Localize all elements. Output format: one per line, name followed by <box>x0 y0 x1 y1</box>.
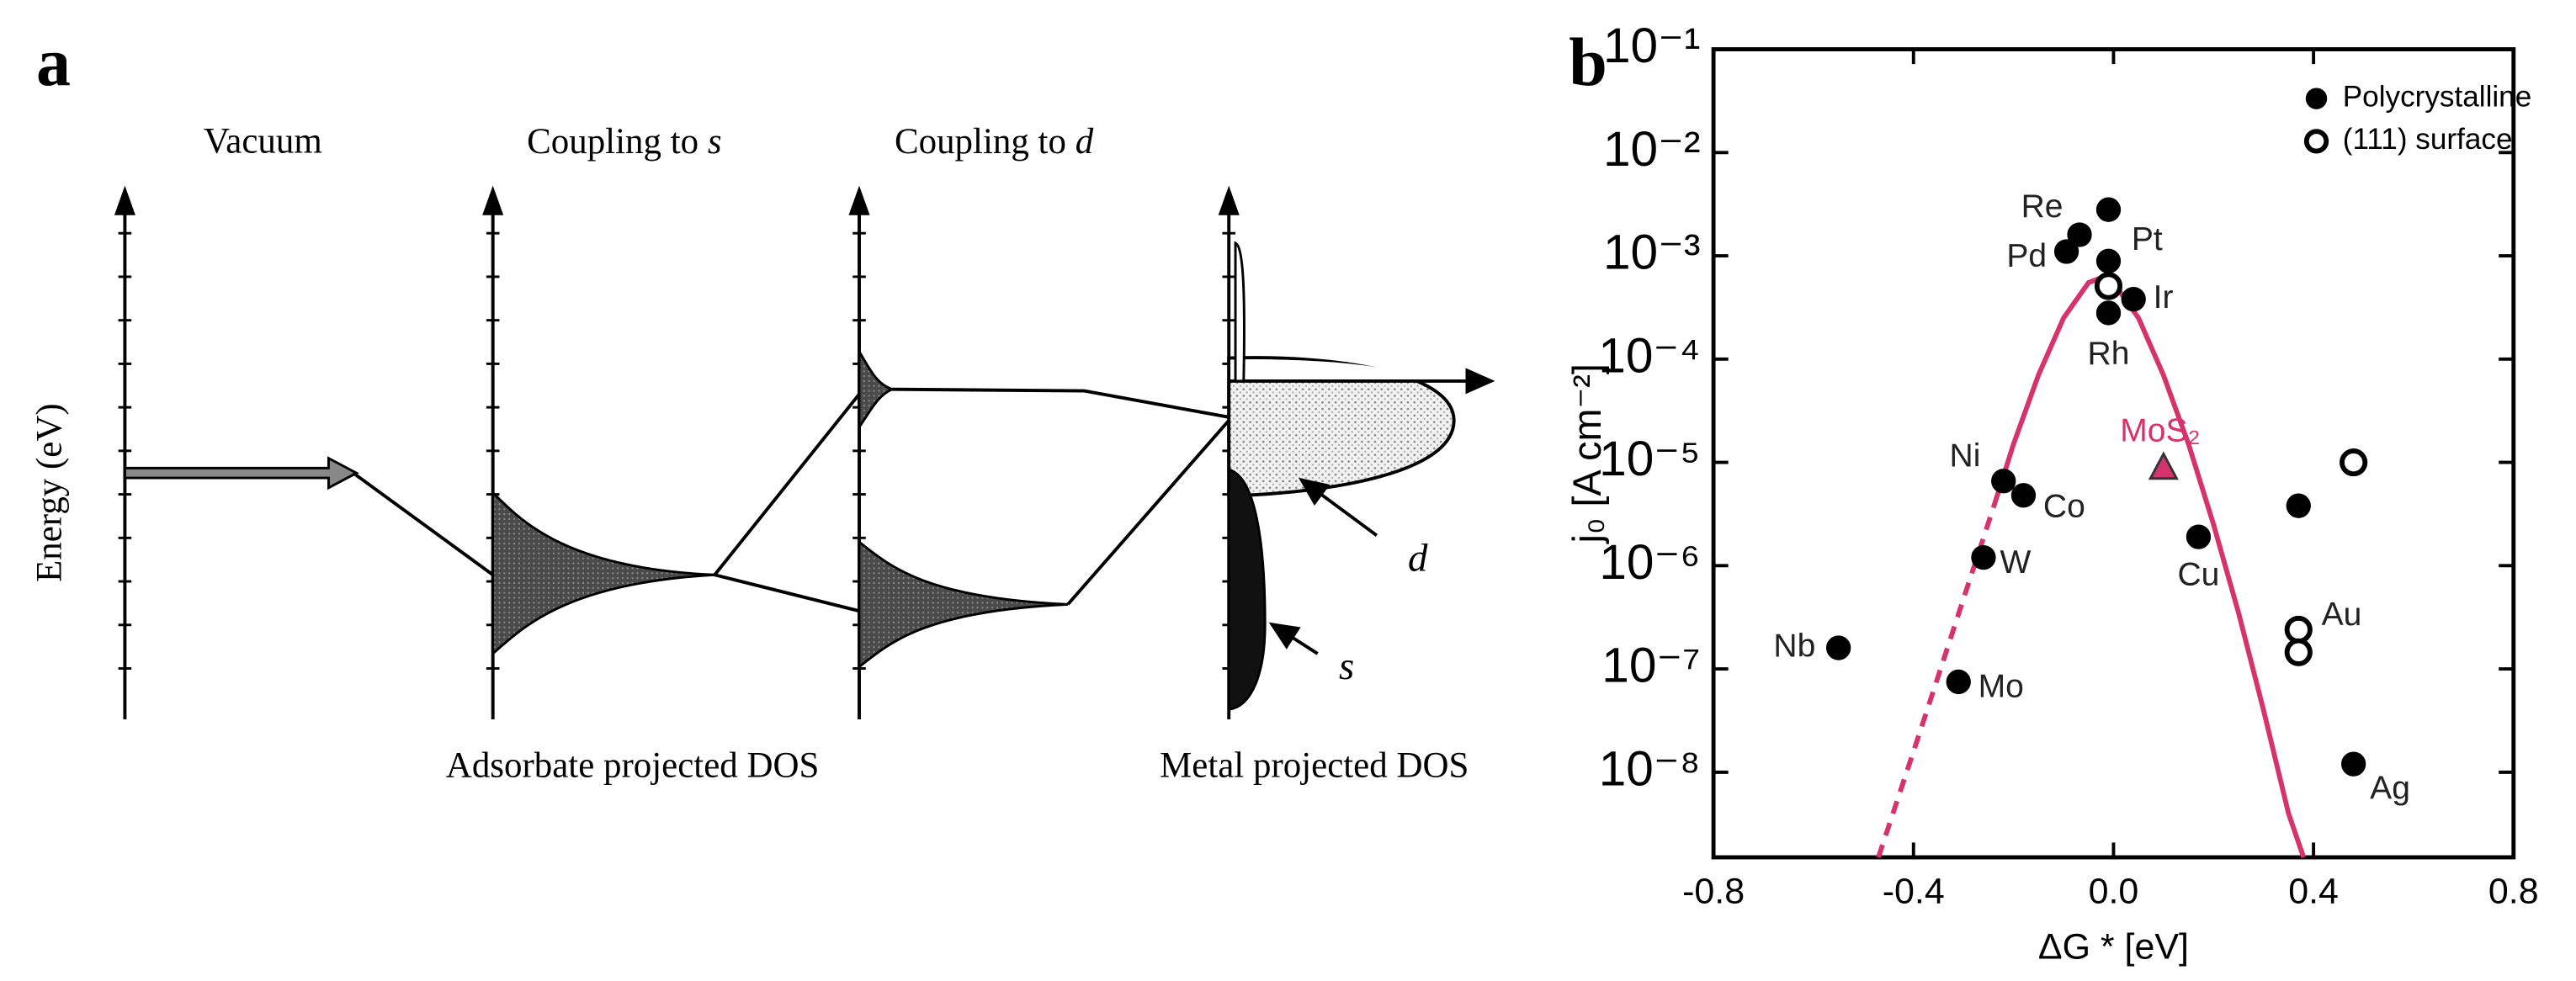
y-tick-label: 10⁻² <box>1603 122 1701 177</box>
title-symbol: s <box>708 122 722 162</box>
x-tick-label: 0.8 <box>2488 871 2539 911</box>
x-axis-label: ΔG * [eV] <box>2038 927 2189 968</box>
y-axis-label: j₀ [A cm⁻²] <box>1565 363 1609 544</box>
data-point <box>2186 524 2212 549</box>
band-label: s <box>1339 644 1354 688</box>
x-tick-label: -0.8 <box>1682 871 1745 911</box>
axis-arrowhead <box>1218 185 1240 215</box>
point-label: Ir <box>2154 279 2174 316</box>
axis-arrowhead <box>114 185 135 215</box>
data-point <box>2010 483 2037 508</box>
connector <box>1066 419 1230 606</box>
data-point <box>2284 638 2313 666</box>
legend-label: (111) surface <box>2343 123 2513 156</box>
data-point <box>1991 469 2016 494</box>
y-tick-label: 10⁻⁴ <box>1598 328 1700 383</box>
point-label: Ag <box>2370 771 2410 807</box>
data-point <box>2341 751 2366 777</box>
connector <box>713 393 861 576</box>
y-tick-label: 10⁻⁶ <box>1599 535 1700 590</box>
antibonding-state <box>858 539 1068 670</box>
data-point <box>2094 272 2123 300</box>
column-title: Coupling to s <box>527 122 721 162</box>
point-label: Ni <box>1950 438 1981 475</box>
data-point <box>1946 669 1971 695</box>
connector <box>892 387 1230 419</box>
column-title: Vacuum <box>204 122 322 162</box>
point-label: Mo <box>1978 669 2024 705</box>
pointer-arrow <box>1268 622 1319 655</box>
adsorbate-dos <box>491 490 715 657</box>
point-label: Pd <box>2006 238 2047 274</box>
data-point <box>2095 300 2122 326</box>
s-band <box>1227 468 1267 712</box>
panel-label: b <box>1569 24 1607 100</box>
pointer-arrow <box>1298 477 1378 537</box>
d-band-empty <box>1230 359 1426 381</box>
data-point <box>2286 493 2311 518</box>
point-label: Cu <box>2177 556 2219 592</box>
connector <box>714 573 860 613</box>
volcano-curve <box>1876 506 1996 858</box>
axis-arrowhead <box>848 185 870 215</box>
y-tick-label: 10⁻³ <box>1603 225 1701 280</box>
data-point <box>2340 448 2368 477</box>
y-tick-label: 10⁻⁵ <box>1599 432 1700 486</box>
y-tick-label: 10⁻⁸ <box>1599 741 1701 796</box>
connector <box>352 471 494 576</box>
y-tick-label: 10⁻⁷ <box>1601 639 1700 693</box>
title-text: Coupling to <box>527 122 708 162</box>
panel-a: a Vacuum Coupling to s Coupling to d Ene… <box>29 24 1495 785</box>
y-axis-label: Energy (eV) <box>29 403 69 582</box>
caption: Adsorbate projected DOS <box>446 745 820 785</box>
legend-marker <box>2303 129 2329 154</box>
panel-label: a <box>36 24 71 100</box>
panel-b: b 10⁻⁸ 10⁻⁷ 10⁻⁶ 10⁻⁵ 10⁻⁴ 10⁻³ 10⁻² 10⁻¹ -0.8 -0… <box>1565 19 2539 968</box>
legend-marker <box>2305 87 2328 109</box>
data-point <box>2095 197 2122 222</box>
y-tick-label: 10⁻¹ <box>1603 19 1701 73</box>
data-point <box>2121 287 2146 312</box>
vacuum-level-arrow <box>123 456 359 490</box>
point-label: W <box>2000 544 2031 581</box>
x-tick-label: -0.4 <box>1883 871 1945 911</box>
axis-arrowhead <box>482 185 504 215</box>
band-label: d <box>1408 536 1428 580</box>
data-point <box>1971 544 1996 570</box>
data-point <box>2095 248 2122 273</box>
highlight-label: MoS₂ <box>2120 412 2200 448</box>
legend-label: Polycrystalline <box>2343 80 2532 113</box>
energy-axes <box>114 185 1240 720</box>
plot-frame <box>1711 47 2516 860</box>
title-text: Coupling to <box>895 122 1076 162</box>
title-symbol: d <box>1076 122 1094 162</box>
data-point <box>1826 635 1851 660</box>
data-point <box>2053 239 2079 264</box>
point-label: Nb <box>1773 628 1815 664</box>
bonding-state <box>858 347 896 432</box>
point-label: Pt <box>2132 221 2163 257</box>
volcano-curve <box>1991 276 2307 858</box>
s-band-empty <box>1234 241 1246 383</box>
column-title: Coupling to d <box>895 122 1094 162</box>
data-point <box>2067 222 2092 247</box>
point-label: Au <box>2322 597 2362 633</box>
caption: Metal projected DOS <box>1160 745 1469 785</box>
x-tick-label: 0.0 <box>2089 871 2139 911</box>
highlight-point <box>2148 451 2179 480</box>
data-point <box>2284 615 2313 644</box>
point-label: Co <box>2043 489 2085 525</box>
x-tick-label: 0.4 <box>2288 871 2339 911</box>
point-label: Rh <box>2088 336 2130 372</box>
point-label: Re <box>2021 188 2063 225</box>
